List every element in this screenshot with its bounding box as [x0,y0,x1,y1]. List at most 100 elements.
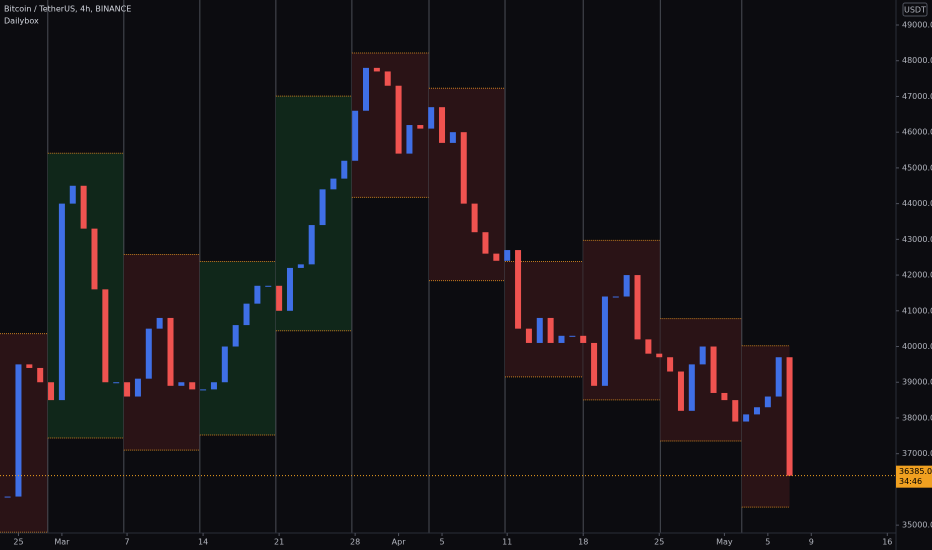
x-tick-label: 5 [765,538,770,547]
candle [428,107,435,129]
candle [189,382,196,390]
candle [221,346,228,383]
candle [276,285,283,311]
candle [319,189,326,226]
candle [460,132,467,204]
candle [515,250,522,329]
x-tick-label: 28 [350,538,360,547]
x-tick-label: 7 [125,538,130,547]
candle [699,346,706,365]
countdown-label: 34:46 [899,477,922,486]
candle [232,325,239,347]
candle [732,400,739,422]
y-tick-label: 46000.00 [902,128,932,137]
candle [482,232,489,254]
candle [406,125,413,154]
range-box [199,261,276,435]
x-tick-label: Mar [54,538,70,547]
x-tick-label: 18 [578,538,588,547]
candle [26,364,33,368]
candle [547,317,554,343]
candle [525,328,532,343]
candle [373,67,380,72]
candle [80,185,87,229]
y-tick-label: 44000.00 [902,199,932,208]
candle [536,317,543,343]
y-tick-label: 39000.00 [902,378,932,387]
candle [254,285,261,304]
candle [4,496,11,498]
candle [156,317,163,329]
candle [48,382,55,401]
y-tick-label: 43000.00 [902,235,932,244]
candle [417,125,424,129]
y-tick-label: 47000.00 [902,92,932,101]
y-tick-label: 38000.00 [902,413,932,422]
candle [124,382,131,397]
currency-box [902,2,928,17]
indicator-name: Dailybox [4,17,39,26]
candle [58,203,65,401]
x-tick-label: 25 [13,538,23,547]
candle [15,364,22,497]
candle [449,132,456,143]
candle [634,275,641,340]
candle [667,357,674,372]
candle [134,378,141,397]
x-tick-label: Apr [392,538,407,547]
x-tick-label: 11 [502,538,512,547]
candle [471,203,478,233]
candle [612,296,619,298]
candle [69,185,76,204]
x-tick-label: May [716,538,733,547]
symbol-title: Bitcoin / TetherUS, 4h, BINANCE [4,5,131,14]
candle [623,275,630,297]
candle [743,414,750,422]
candle [297,264,304,268]
range-box [660,318,742,442]
y-tick-label: 49000.00 [902,21,932,30]
x-tick-label: 21 [274,538,284,547]
candle [341,160,348,179]
range-box [741,345,790,508]
candle [764,396,771,408]
candle [493,253,500,261]
candle [384,71,391,86]
candle [178,382,185,386]
candle [569,335,576,337]
candle [656,353,663,358]
y-tick-label: 45000.00 [902,163,932,172]
candle [710,346,717,393]
y-tick-label: 35000.00 [902,521,932,530]
candle [601,296,608,386]
x-tick-label: 14 [198,538,208,547]
y-tick-label: 40000.00 [902,342,932,351]
candle [91,228,98,290]
candle [210,382,217,390]
candle [580,335,587,343]
currency-label[interactable]: USDT [904,6,926,15]
candle [330,178,337,190]
candle [786,357,793,476]
candle [558,335,565,343]
candle [753,407,760,415]
candle [721,392,728,401]
plot-area [0,0,896,533]
candle [243,303,250,326]
y-tick-label: 48000.00 [902,56,932,65]
candle [439,107,446,143]
candle [395,85,402,154]
candle [308,225,315,265]
candle [688,364,695,411]
candle [775,357,782,397]
y-tick-label: 42000.00 [902,271,932,280]
candle [102,289,109,383]
y-tick-label: 37000.00 [902,449,932,458]
candle [200,389,207,391]
candle [363,67,370,111]
range-box [123,254,200,451]
candle [113,382,120,384]
last-price-label: 36385.00 [899,467,932,476]
range-box [0,333,48,533]
